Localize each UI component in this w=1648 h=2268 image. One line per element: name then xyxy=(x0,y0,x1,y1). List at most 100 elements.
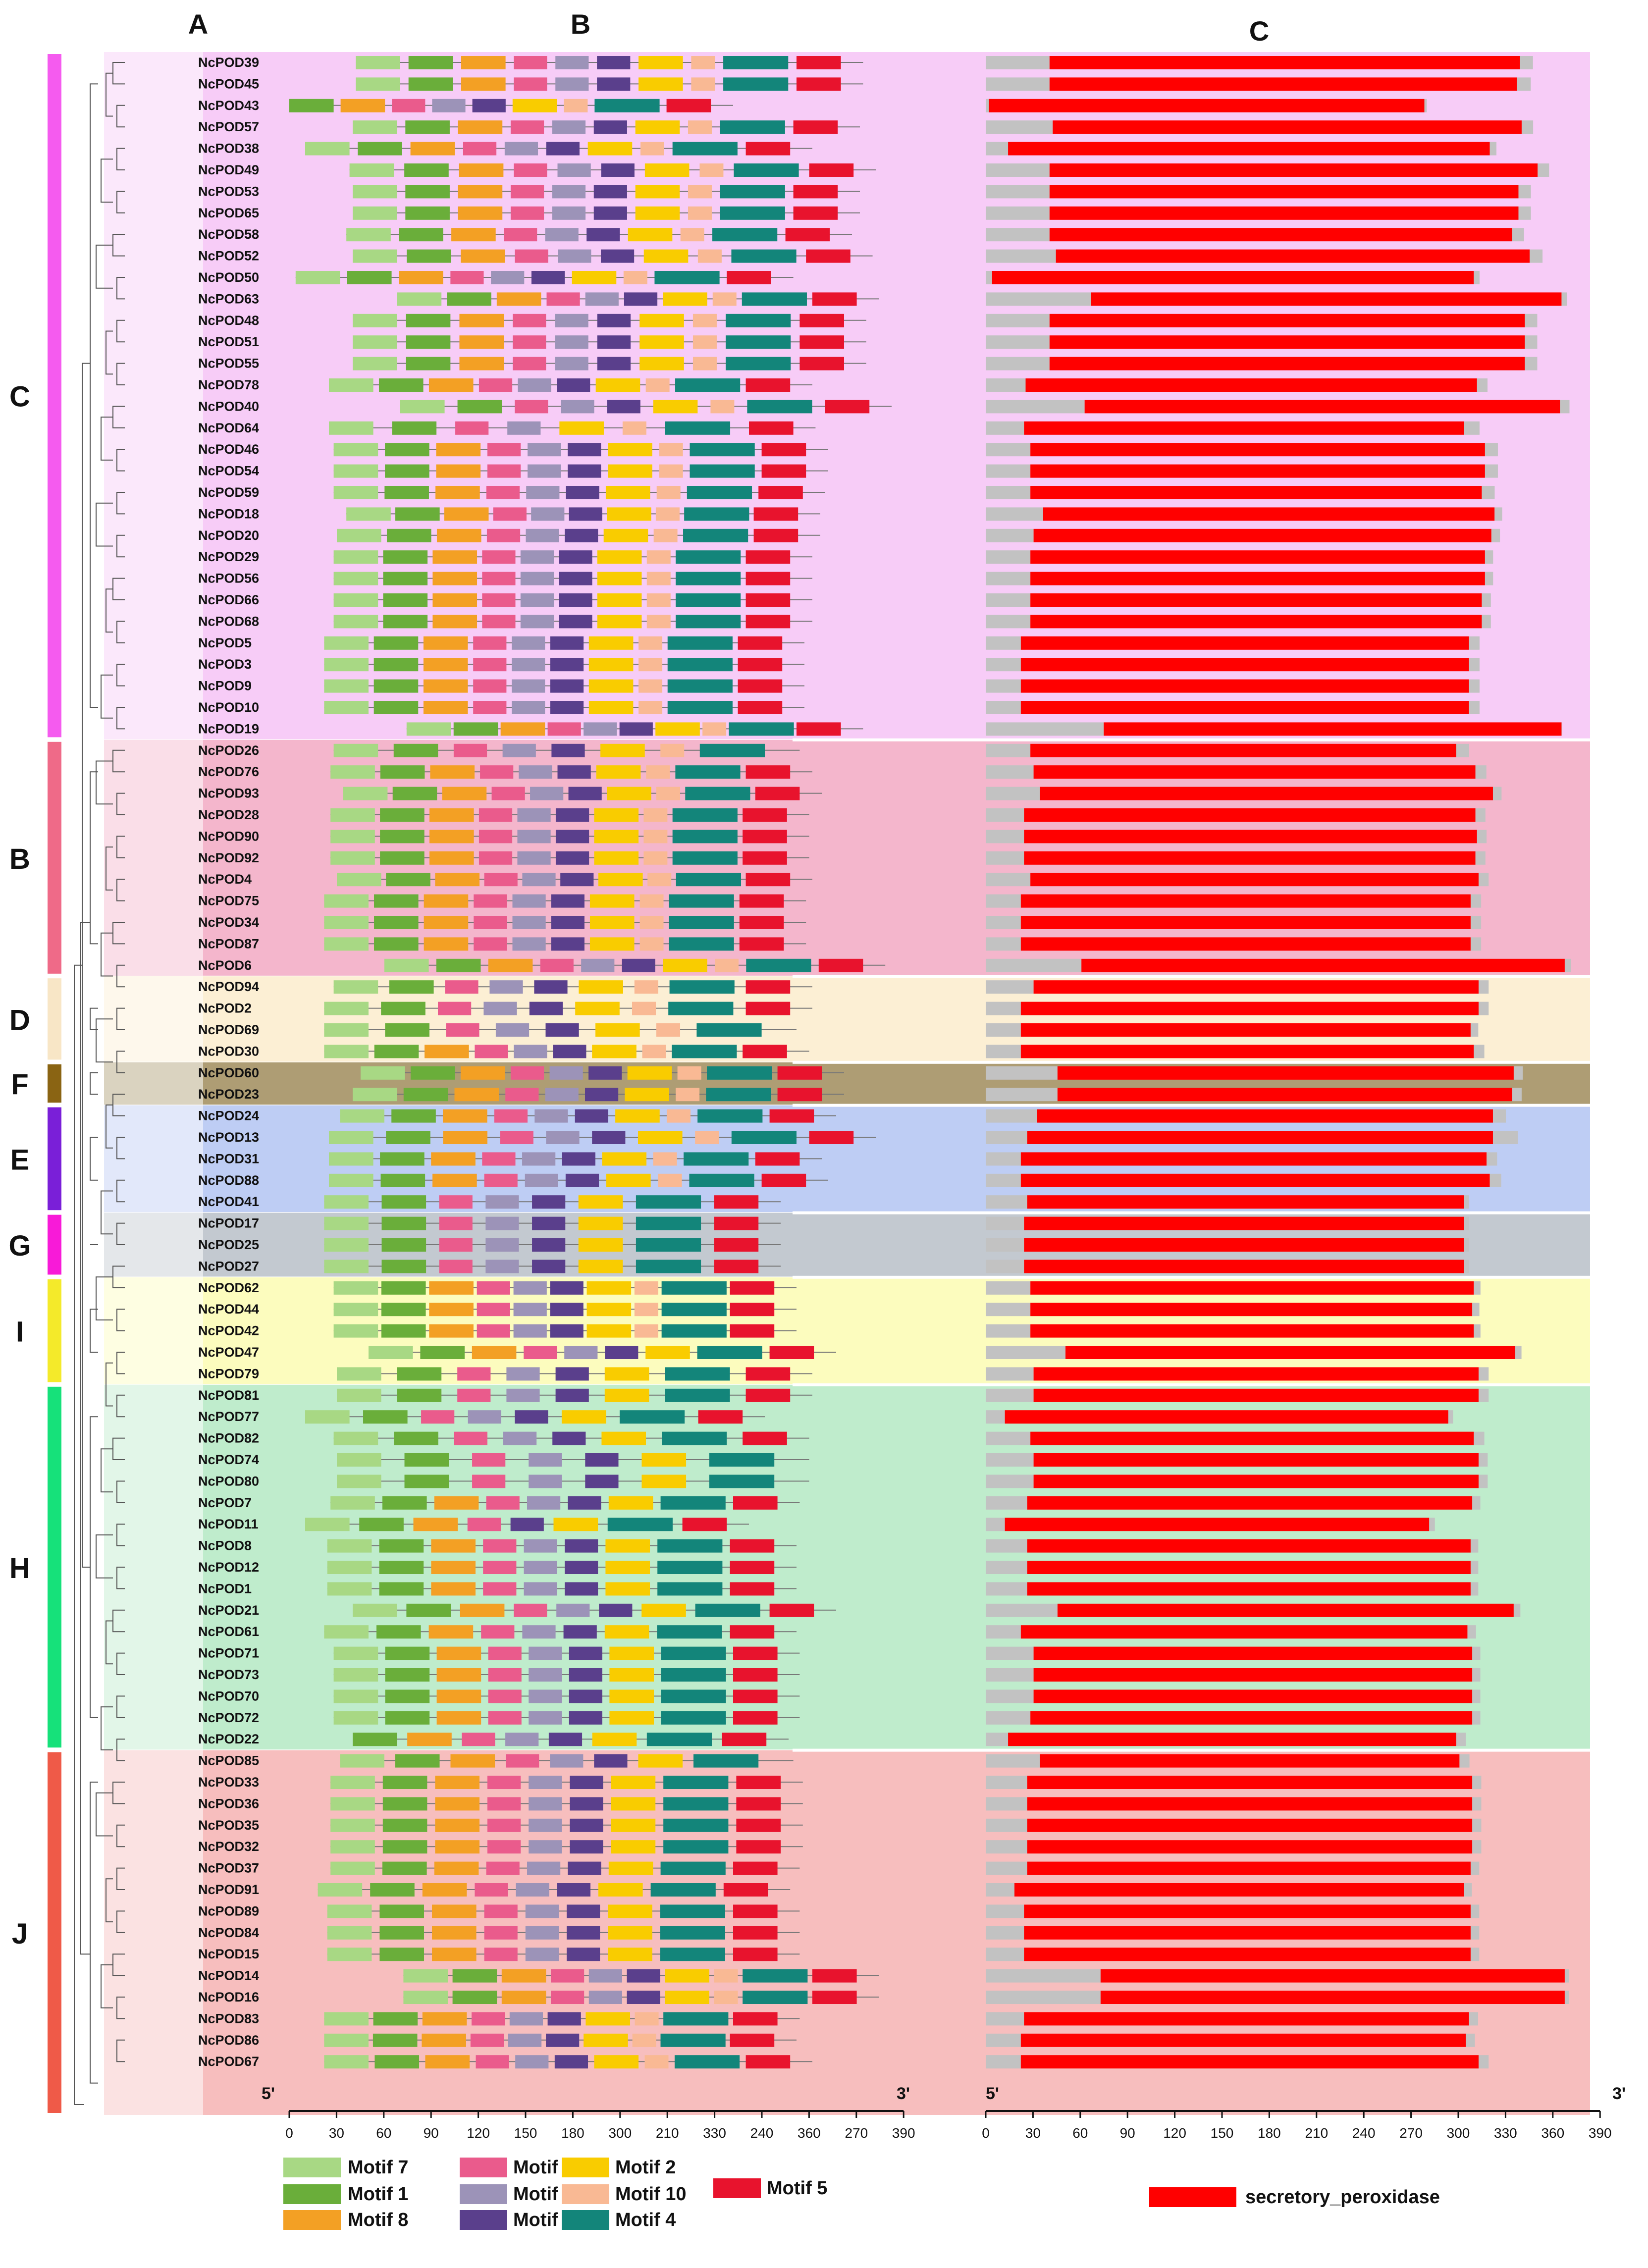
motif-box-m5 xyxy=(753,507,798,521)
motif-box-m5 xyxy=(733,1948,778,1961)
motif-box-m1 xyxy=(457,400,502,414)
motif-box-m7 xyxy=(333,443,378,457)
motif-box-m10 xyxy=(688,185,712,199)
protein-bar-tail xyxy=(1474,1324,1481,1338)
motif-box-m10 xyxy=(692,335,717,349)
gene-name: NcPOD80 xyxy=(198,1474,259,1488)
motif-box-m2 xyxy=(638,1754,683,1768)
protein-bar xyxy=(986,1689,1034,1703)
motif-box-m2 xyxy=(559,421,604,435)
motif-box-m6 xyxy=(514,1045,547,1058)
motif-box-m3 xyxy=(477,1303,510,1317)
motif-box-m7 xyxy=(329,421,373,435)
gene-name: NcPOD62 xyxy=(198,1280,259,1295)
axis-tick-label: 330 xyxy=(1494,2125,1517,2141)
motif-box-m5 xyxy=(812,1969,857,1983)
motif-box-m3 xyxy=(493,507,527,521)
motif-box-m3 xyxy=(475,1045,508,1058)
motif-box-m5 xyxy=(777,1066,822,1080)
protein-bar xyxy=(986,1668,1034,1682)
legend-label-m4: Motif 4 xyxy=(615,2210,676,2230)
motif-box-m3 xyxy=(513,314,546,327)
secretory-peroxidase-domain xyxy=(1030,572,1485,585)
panel-label-c: C xyxy=(1249,15,1269,47)
motif-box-m4 xyxy=(706,1088,771,1102)
protein-bar xyxy=(986,808,1024,822)
motif-box-m5 xyxy=(761,464,806,478)
gene-name: NcPOD6 xyxy=(198,958,252,973)
motif-box-m1 xyxy=(374,916,419,929)
motif-box-m1 xyxy=(381,1195,426,1209)
gene-name: NcPOD48 xyxy=(198,313,259,328)
gene-name-list: NcPOD39 NcPOD45 NcPOD43 NcPOD57 NcPOD38 NcPOD… xyxy=(198,55,259,2069)
tree-branch xyxy=(106,1362,113,1407)
secretory-peroxidase-domain xyxy=(1030,873,1479,887)
motif-box-m4 xyxy=(669,937,734,951)
motif-box-m5 xyxy=(714,1238,759,1252)
motif-box-m5 xyxy=(730,1539,775,1553)
motif-box-m6 xyxy=(512,937,546,951)
motif-box-m4 xyxy=(685,787,750,800)
motif-box-m10 xyxy=(644,2055,669,2069)
motif-box-m1 xyxy=(380,808,425,822)
group-divider xyxy=(793,1383,1590,1386)
protein-bar xyxy=(986,1733,1009,1746)
motif-box-m4 xyxy=(636,1238,701,1252)
tree-branch xyxy=(106,72,113,117)
axis-tick-label: 120 xyxy=(467,2125,490,2141)
motif-box-m3 xyxy=(482,593,516,607)
group-label-f: F xyxy=(11,1069,28,1101)
motif-box-m9 xyxy=(569,1689,602,1703)
motif-box-m3 xyxy=(482,550,516,564)
protein-bar xyxy=(986,1346,1065,1359)
secretory-peroxidase-domain xyxy=(1030,1303,1473,1317)
protein-bar-tail xyxy=(1470,937,1482,951)
motif-box-m5 xyxy=(745,142,791,156)
motif-box-m4 xyxy=(650,1883,716,1897)
axis-c-five-prime: 5' xyxy=(986,2084,999,2103)
motif-box-m6 xyxy=(512,701,545,714)
gene-name: NcPOD44 xyxy=(198,1302,259,1317)
secretory-peroxidase-domain xyxy=(1030,615,1482,629)
motif-box-m1 xyxy=(380,830,425,844)
motif-box-m10 xyxy=(646,572,671,585)
motif-box-m1 xyxy=(406,335,451,349)
tree-branch xyxy=(116,1480,125,1503)
motif-box-m9 xyxy=(594,1754,628,1768)
motif-box-m4 xyxy=(669,980,735,994)
protein-bar xyxy=(986,120,1053,134)
motif-box-m5 xyxy=(799,335,844,349)
legend-swatch-m3 xyxy=(460,2158,507,2177)
motif-box-m7 xyxy=(324,701,369,714)
group-divider xyxy=(793,1275,1590,1279)
gene-name: NcPOD29 xyxy=(198,549,259,564)
motif-box-m4 xyxy=(734,163,799,177)
motif-box-m4 xyxy=(675,378,741,392)
motif-box-m7 xyxy=(324,2055,369,2069)
motif-box-m9 xyxy=(566,486,599,499)
motif-box-m4 xyxy=(683,528,748,542)
motif-box-m10 xyxy=(643,808,668,822)
motif-box-m8 xyxy=(435,873,479,887)
motif-box-m9 xyxy=(568,787,602,800)
motif-box-m1 xyxy=(394,1431,438,1445)
motif-box-m4 xyxy=(657,1561,723,1574)
motif-box-m1 xyxy=(403,1088,448,1102)
protein-bar-tail xyxy=(1470,1904,1480,1918)
secretory-peroxidase-domain xyxy=(1027,1818,1473,1832)
motif-box-m7 xyxy=(329,378,373,392)
tree-clade xyxy=(90,1309,98,1353)
motif-box-m8 xyxy=(432,615,478,629)
motif-box-m1 xyxy=(373,701,419,714)
motif-box-m10 xyxy=(660,743,685,757)
protein-bar xyxy=(986,2033,1021,2047)
tree-branch xyxy=(116,1137,125,1160)
motif-box-m5 xyxy=(745,378,791,392)
motif-box-m6 xyxy=(506,1367,540,1381)
motif-box-m8 xyxy=(431,1582,476,1596)
motif-box-m9 xyxy=(569,1711,602,1725)
motif-box-m9 xyxy=(532,1260,566,1273)
motif-box-m5 xyxy=(743,808,787,822)
motif-box-m3 xyxy=(470,2033,504,2047)
